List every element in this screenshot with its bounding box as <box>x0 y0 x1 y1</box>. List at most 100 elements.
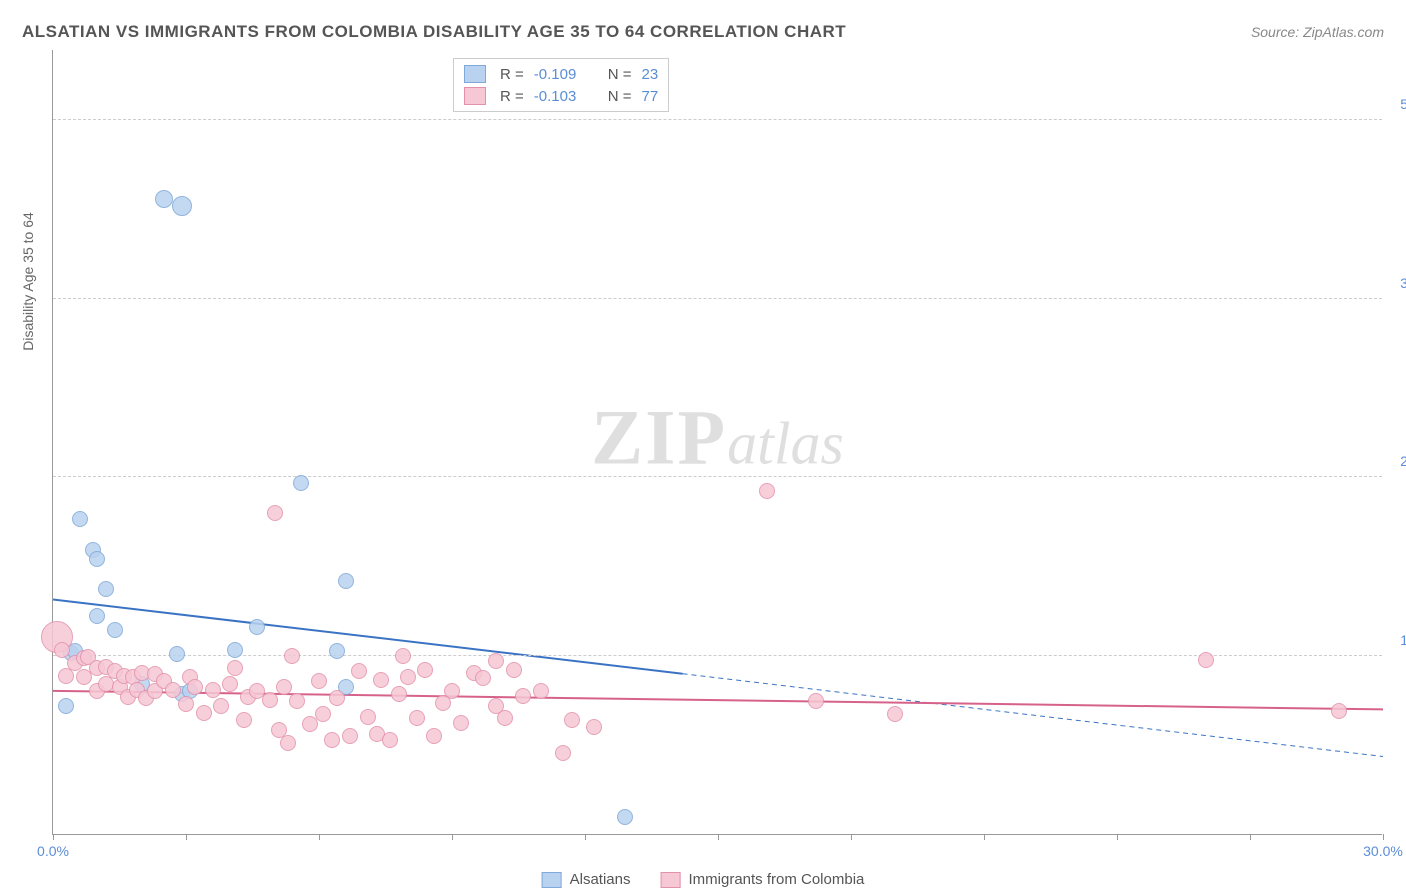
scatter-point <box>107 622 123 638</box>
scatter-point <box>373 672 389 688</box>
y-axis-label: Disability Age 35 to 64 <box>20 212 36 351</box>
x-tick-mark <box>718 834 719 840</box>
legend-swatch <box>660 872 680 888</box>
trend-line-dashed <box>683 674 1383 757</box>
legend-correlation-row: R =-0.103N =77 <box>464 85 658 107</box>
gridline <box>53 298 1382 299</box>
scatter-point <box>280 735 296 751</box>
scatter-point <box>155 190 173 208</box>
x-tick-label: 0.0% <box>37 843 69 859</box>
scatter-point <box>169 646 185 662</box>
legend-correlation-row: R =-0.109N =23 <box>464 63 658 85</box>
x-tick-label: 30.0% <box>1363 843 1403 859</box>
x-tick-mark <box>186 834 187 840</box>
scatter-point <box>329 690 345 706</box>
legend-series-label: Immigrants from Colombia <box>688 871 864 888</box>
y-tick-label: 37.5% <box>1388 275 1406 291</box>
scatter-point <box>564 712 580 728</box>
scatter-point <box>533 683 549 699</box>
scatter-point <box>196 705 212 721</box>
r-label: R = <box>500 66 524 83</box>
scatter-point <box>395 648 411 664</box>
scatter-point <box>409 710 425 726</box>
scatter-point <box>236 712 252 728</box>
scatter-point <box>227 642 243 658</box>
trend-line-solid <box>53 600 683 674</box>
gridline <box>53 655 1382 656</box>
scatter-point <box>497 710 513 726</box>
gridline <box>53 119 1382 120</box>
legend-series-item: Alsatians <box>542 871 631 888</box>
x-tick-mark <box>1117 834 1118 840</box>
x-tick-mark <box>1383 834 1384 840</box>
chart-title: ALSATIAN VS IMMIGRANTS FROM COLOMBIA DIS… <box>22 22 846 42</box>
legend-swatch <box>542 872 562 888</box>
scatter-point <box>165 682 181 698</box>
scatter-point <box>759 483 775 499</box>
x-tick-mark <box>53 834 54 840</box>
scatter-point <box>289 693 305 709</box>
scatter-point <box>586 719 602 735</box>
scatter-point <box>417 662 433 678</box>
scatter-point <box>178 696 194 712</box>
scatter-point <box>382 732 398 748</box>
scatter-point <box>302 716 318 732</box>
scatter-point <box>617 809 633 825</box>
scatter-point <box>311 673 327 689</box>
scatter-point <box>360 709 376 725</box>
scatter-point <box>284 648 300 664</box>
scatter-point <box>213 698 229 714</box>
scatter-point <box>506 662 522 678</box>
x-tick-mark <box>585 834 586 840</box>
plot-area: ZIPatlas R =-0.109N =23R =-0.103N =77 12… <box>52 50 1382 835</box>
scatter-point <box>475 670 491 686</box>
scatter-point <box>351 663 367 679</box>
scatter-point <box>488 653 504 669</box>
scatter-point <box>515 688 531 704</box>
scatter-point <box>54 642 70 658</box>
scatter-point <box>58 698 74 714</box>
scatter-point <box>187 679 203 695</box>
r-value: -0.103 <box>534 88 590 105</box>
legend-series: Alsatians Immigrants from Colombia <box>542 871 865 888</box>
legend-series-label: Alsatians <box>570 871 631 888</box>
scatter-point <box>227 660 243 676</box>
source-label: Source: ZipAtlas.com <box>1251 24 1384 40</box>
scatter-point <box>329 643 345 659</box>
legend-swatch <box>464 87 486 105</box>
scatter-point <box>555 745 571 761</box>
scatter-point <box>400 669 416 685</box>
scatter-point <box>89 551 105 567</box>
scatter-point <box>1198 652 1214 668</box>
scatter-point <box>262 692 278 708</box>
n-value: 77 <box>642 88 659 105</box>
scatter-point <box>98 581 114 597</box>
y-tick-label: 50.0% <box>1388 96 1406 112</box>
trend-lines <box>53 50 1382 834</box>
scatter-point <box>89 608 105 624</box>
scatter-point <box>172 196 192 216</box>
x-tick-mark <box>319 834 320 840</box>
scatter-point <box>222 676 238 692</box>
scatter-point <box>808 693 824 709</box>
n-value: 23 <box>642 66 659 83</box>
n-label: N = <box>608 88 632 105</box>
n-label: N = <box>608 66 632 83</box>
y-tick-label: 25.0% <box>1388 453 1406 469</box>
x-tick-mark <box>984 834 985 840</box>
scatter-point <box>338 573 354 589</box>
scatter-point <box>324 732 340 748</box>
scatter-point <box>205 682 221 698</box>
x-tick-mark <box>851 834 852 840</box>
scatter-point <box>276 679 292 695</box>
scatter-point <box>444 683 460 699</box>
scatter-point <box>72 511 88 527</box>
scatter-point <box>249 619 265 635</box>
y-tick-label: 12.5% <box>1388 632 1406 648</box>
gridline <box>53 476 1382 477</box>
x-tick-mark <box>452 834 453 840</box>
scatter-point <box>1331 703 1347 719</box>
scatter-point <box>267 505 283 521</box>
scatter-point <box>453 715 469 731</box>
legend-swatch <box>464 65 486 83</box>
